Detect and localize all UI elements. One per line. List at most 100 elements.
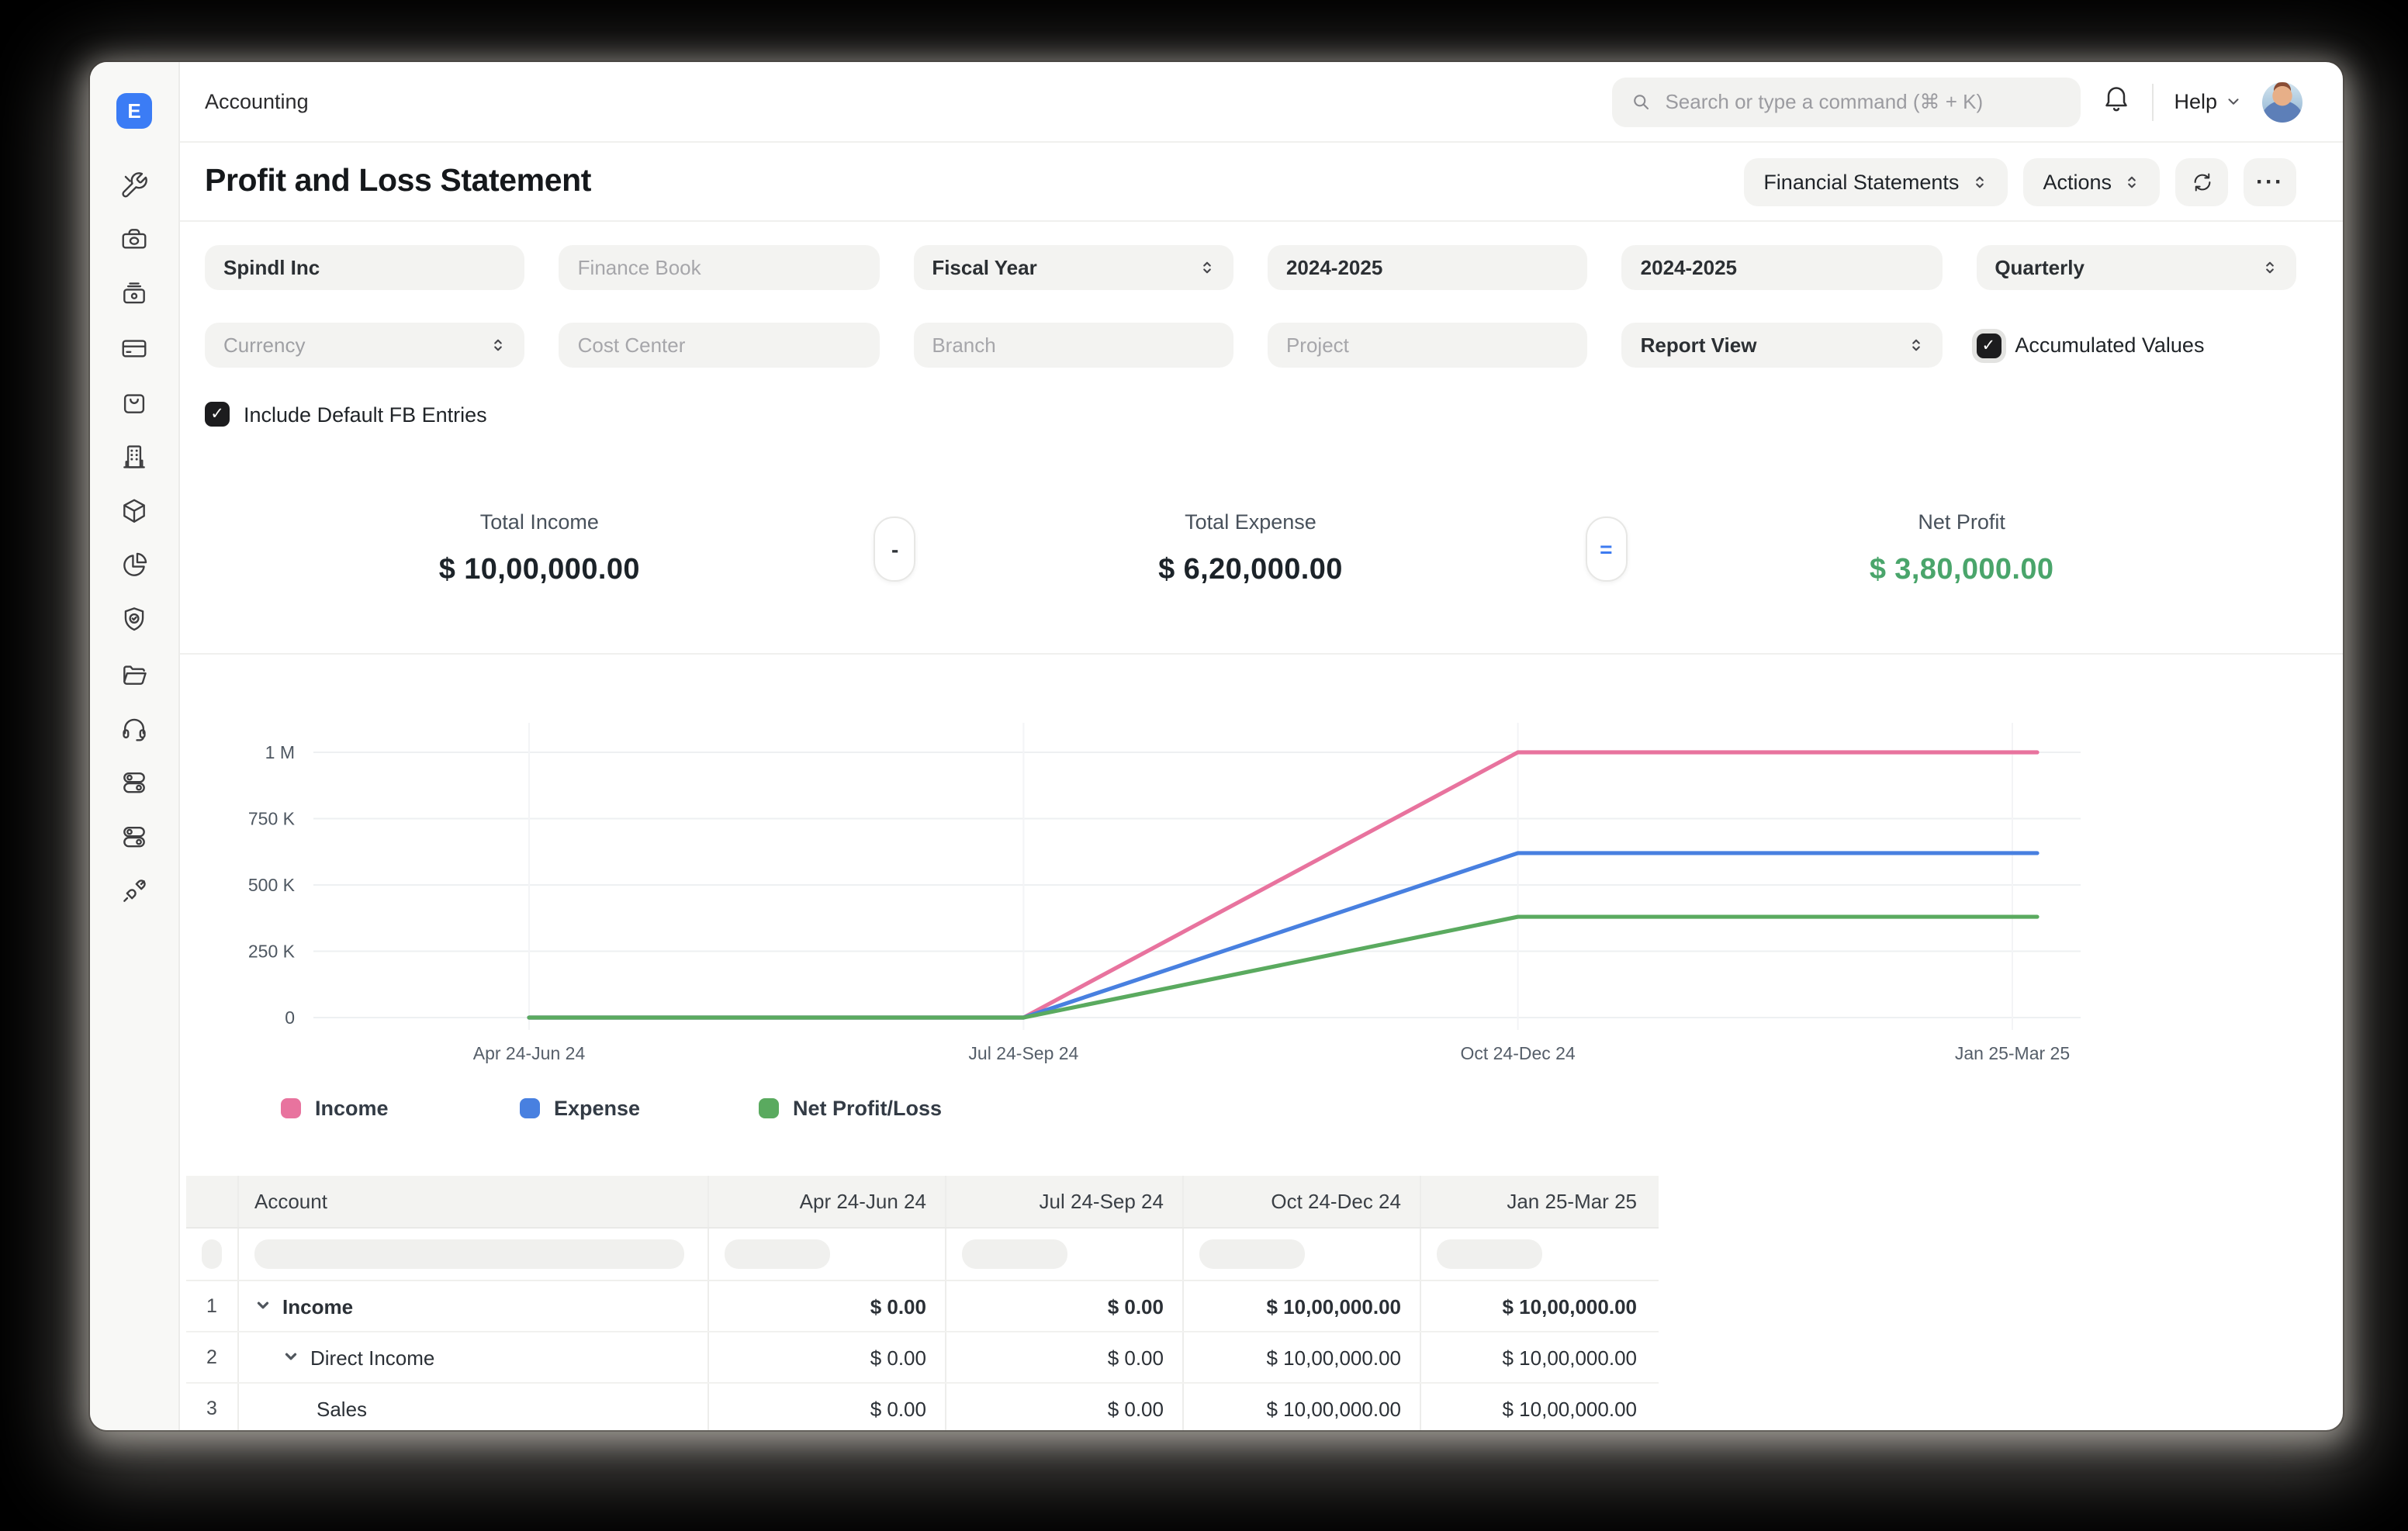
currency-select[interactable]: Currency: [205, 323, 525, 368]
toggle-switches-icon[interactable]: [119, 766, 150, 797]
pie-chart-icon[interactable]: [119, 549, 150, 580]
breadcrumb[interactable]: Accounting: [205, 90, 309, 113]
app-window: E Accounting: [90, 62, 2343, 1430]
search-icon: [1634, 95, 1649, 110]
app-sidebar: E: [90, 62, 180, 1430]
legend-item-net-profit-loss[interactable]: Net Profit/Loss: [759, 1097, 998, 1120]
select-updown-icon: [1203, 261, 1211, 274]
topbar-divider: [2152, 83, 2154, 120]
help-menu[interactable]: Help: [2174, 90, 2242, 113]
value-cell: $ 0.00: [709, 1281, 946, 1331]
shopping-bag-icon[interactable]: [119, 386, 150, 417]
value-cell: $ 0.00: [946, 1281, 1184, 1331]
table-row-direct-income: 2 Direct Income $ 0.00 $ 0.00 $ 10,00,00…: [186, 1332, 1659, 1384]
svg-text:500 K: 500 K: [248, 875, 296, 895]
value-cell: $ 10,00,000.00: [1502, 1294, 1638, 1318]
branch-filter[interactable]: Branch: [913, 323, 1233, 368]
chart-section: 0 250 K 500 K 750 K 1 M Apr 24-Jun 24 Jul 24-S…: [205, 655, 2296, 1120]
select-updown-icon: [1912, 339, 1920, 351]
column-filter-input[interactable]: [1437, 1239, 1542, 1269]
svg-text:750 K: 750 K: [248, 809, 296, 829]
cash-register-icon[interactable]: [119, 278, 150, 309]
table-row-income: 1 Income $ 0.00 $ 0.00 $ 10,00,000.00 $ …: [186, 1281, 1659, 1332]
select-updown-icon: [2128, 175, 2136, 188]
account-cell[interactable]: Income: [239, 1281, 709, 1331]
value-cell: $ 10,00,000.00: [1502, 1397, 1638, 1420]
search-bar[interactable]: [1612, 77, 2081, 126]
credit-card-icon[interactable]: [119, 332, 150, 363]
shield-check-icon[interactable]: [119, 603, 150, 634]
report-table: Account Apr 24-Jun 24 Jul 24-Sep 24 Oct …: [186, 1176, 1659, 1430]
legend-color-swatch: [759, 1098, 779, 1118]
column-filter-input[interactable]: [254, 1239, 684, 1269]
select-updown-icon: [494, 339, 503, 351]
periodicity-select[interactable]: Quarterly: [1976, 245, 2296, 290]
column-header-q4[interactable]: Jan 25-Mar 25: [1507, 1190, 1637, 1213]
column-filter-input[interactable]: [202, 1239, 222, 1269]
refresh-icon: [2193, 172, 2210, 191]
toggle-switches-icon[interactable]: [119, 821, 150, 852]
building-icon[interactable]: [119, 441, 150, 472]
column-header-q2[interactable]: Jul 24-Sep 24: [946, 1176, 1184, 1227]
table-row-sales: 3 Sales $ 0.00 $ 0.00 $ 10,00,000.00 $ 1…: [186, 1384, 1659, 1430]
company-filter[interactable]: Spindl Inc: [205, 245, 525, 290]
ellipsis-icon: ···: [2256, 168, 2284, 195]
period-basis-select[interactable]: Fiscal Year: [913, 245, 1233, 290]
total-expense-summary: Total Expense $ 6,20,000.00: [1158, 510, 1343, 586]
checkbox-checked-icon[interactable]: ✓: [205, 402, 230, 427]
notifications-bell-icon[interactable]: [2101, 82, 2132, 121]
app-logo[interactable]: E: [116, 93, 152, 129]
end-year-filter[interactable]: 2024-2025: [1621, 245, 1943, 290]
search-input[interactable]: [1665, 90, 2064, 113]
folder-icon[interactable]: [119, 658, 150, 689]
finance-book-filter[interactable]: Finance Book: [559, 245, 880, 290]
column-filter-input[interactable]: [1199, 1239, 1305, 1269]
money-icon[interactable]: [119, 223, 150, 254]
headset-icon[interactable]: [119, 712, 150, 743]
topbar: Accounting Help: [180, 62, 2343, 143]
cost-center-filter[interactable]: Cost Center: [559, 323, 880, 368]
help-label: Help: [2174, 90, 2217, 113]
minus-operator-pill: -: [874, 517, 916, 582]
tools-icon[interactable]: [119, 169, 150, 200]
start-year-filter[interactable]: 2024-2025: [1267, 245, 1588, 290]
value-cell: $ 10,00,000.00: [1184, 1281, 1421, 1331]
select-updown-icon: [1975, 175, 1984, 188]
account-cell[interactable]: Sales: [239, 1384, 709, 1430]
value-cell: $ 0.00: [946, 1384, 1184, 1430]
total-income-summary: Total Income $ 10,00,000.00: [438, 510, 640, 586]
column-header-account[interactable]: Account: [239, 1176, 709, 1227]
legend-item-income[interactable]: Income: [281, 1097, 520, 1120]
column-filter-input[interactable]: [962, 1239, 1067, 1269]
row-number-header: [186, 1176, 239, 1227]
user-avatar[interactable]: [2262, 81, 2302, 122]
package-icon[interactable]: [119, 495, 150, 526]
column-header-q1[interactable]: Apr 24-Jun 24: [709, 1176, 946, 1227]
value-cell: $ 10,00,000.00: [1184, 1384, 1421, 1430]
more-menu-button[interactable]: ···: [2244, 157, 2296, 206]
column-filter-input[interactable]: [725, 1239, 830, 1269]
refresh-button[interactable]: [2175, 157, 2228, 206]
svg-text:1 M: 1 M: [265, 742, 295, 762]
chevron-down-icon[interactable]: [282, 1346, 299, 1369]
chevron-down-icon[interactable]: [254, 1294, 272, 1318]
checkbox-checked-icon[interactable]: ✓: [1976, 333, 2001, 358]
report-filters: Spindl Inc Finance Book Fiscal Year 2024…: [205, 222, 2296, 368]
legend-item-expense[interactable]: Expense: [520, 1097, 759, 1120]
legend-color-swatch: [520, 1098, 540, 1118]
accumulated-values-checkbox[interactable]: ✓ Accumulated Values: [1976, 333, 2204, 358]
svg-text:250 K: 250 K: [248, 942, 296, 962]
select-updown-icon: [2266, 261, 2274, 274]
project-filter[interactable]: Project: [1267, 323, 1588, 368]
plug-icon[interactable]: [119, 875, 150, 906]
chart-legend: Income Expense Net Profit/Loss: [205, 1097, 2296, 1120]
include-default-fb-checkbox[interactable]: ✓ Include Default FB Entries: [205, 402, 2296, 427]
profit-loss-chart: 0 250 K 500 K 750 K 1 M Apr 24-Jun 24 Jul 24-S…: [248, 723, 2081, 1063]
account-cell[interactable]: Direct Income: [239, 1332, 709, 1382]
net-profit-loss-line: [527, 914, 2040, 1020]
table-header-row: Account Apr 24-Jun 24 Jul 24-Sep 24 Oct …: [186, 1176, 1659, 1229]
report-view-select[interactable]: Report View: [1621, 323, 1943, 368]
financial-statements-button[interactable]: Financial Statements: [1743, 157, 2008, 206]
actions-button[interactable]: Actions: [2022, 157, 2160, 206]
column-header-q3[interactable]: Oct 24-Dec 24: [1184, 1176, 1421, 1227]
